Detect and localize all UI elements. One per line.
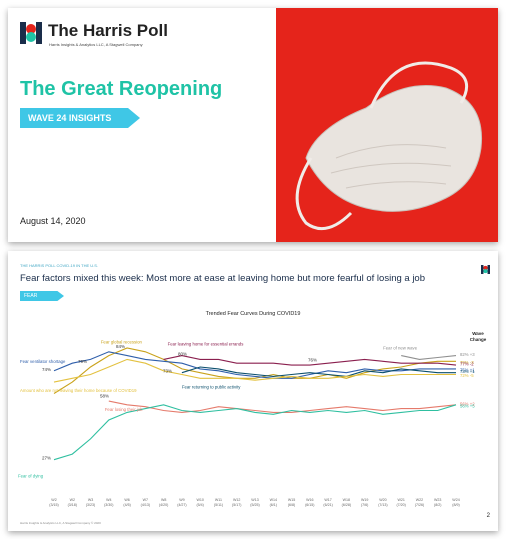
x-tick-label: W10 (5/4) xyxy=(196,498,203,507)
mask-photo xyxy=(276,8,498,242)
value-annotation-7: 76% xyxy=(308,357,317,362)
value-annotation-5: 27% xyxy=(42,456,51,461)
fear-chart-slide: THE HARRIS POLL COVID-19 IN THE U.S. Fea… xyxy=(8,251,498,531)
x-tick-label: W20 (7/13) xyxy=(378,498,387,507)
x-tick-label: W13 (5/25) xyxy=(250,498,259,507)
series-label-4: Fear returning to public activity xyxy=(182,385,241,390)
series-label-0: Fear of new wave xyxy=(383,346,418,351)
x-tick-label: W16 (6/15) xyxy=(305,498,314,507)
slide-title: Fear factors mixed this week: Most more … xyxy=(20,273,425,284)
footer-text: Harris Insights & Analytics LLC, A Stagw… xyxy=(20,521,101,525)
series-labels: Fear of new wave Fear global recession Fea… xyxy=(18,340,418,479)
value-annotation-4: 58% xyxy=(100,393,109,398)
value-annotation-6: 80% xyxy=(178,352,187,357)
x-tick-label: W4 (3/30) xyxy=(104,498,113,507)
series-line-7 xyxy=(53,404,457,461)
series-label-1: Fear global recession xyxy=(101,340,143,345)
slide-kicker: THE HARRIS POLL COVID-19 IN THE U.S. xyxy=(20,263,99,268)
face-mask-image xyxy=(295,61,483,231)
value-annotation-2: 79% xyxy=(78,359,87,364)
wave-badge: WAVE 24 INSIGHTS xyxy=(20,108,140,128)
series-line-4 xyxy=(181,366,456,377)
x-tick-label: W7 (4/13) xyxy=(141,498,150,507)
series-label-6: Fear losing their job xyxy=(105,407,143,412)
x-tick-label: W6 (4/5) xyxy=(123,498,130,507)
x-axis-ticks: W2 (3/15) W2 (3/18) W3 (3/23) W4 (3/30) W6 (4/5) W… xyxy=(49,498,459,507)
fear-badge: FEAR xyxy=(20,291,64,301)
brand-subtitle: Harris Insights & Analytics LLC, A Stagw… xyxy=(49,42,143,47)
x-tick-label: W3 (3/23) xyxy=(86,498,95,507)
value-annotation-1: 84% xyxy=(116,344,125,349)
end-value-3: 75% +1 xyxy=(460,367,475,372)
series-line-0 xyxy=(401,355,457,360)
brand-name: The Harris Poll xyxy=(48,21,168,40)
end-value-0: 82% +3 xyxy=(460,352,475,357)
x-tick-label: W2 (3/18) xyxy=(68,498,77,507)
x-tick-label: W24 (8/9) xyxy=(452,498,459,507)
x-tick-label: W23 (8/2) xyxy=(434,498,441,507)
x-tick-label: W8 (4/20) xyxy=(159,498,168,507)
end-value-4: 73% +1 xyxy=(460,369,475,374)
series-label-5: Amount who are not leaving their home be… xyxy=(20,388,137,393)
x-tick-label: W11 (5/11) xyxy=(214,498,223,507)
slide-title: The Great Reopening xyxy=(20,78,223,100)
end-value-7: 56% +5 xyxy=(460,403,475,408)
end-value-1: 79% -3 xyxy=(460,360,474,365)
x-tick-label: W21 (7/20) xyxy=(396,498,405,507)
x-tick-label: W19 (7/6) xyxy=(361,498,368,507)
end-labels: 82% +3 79% -377% -275% +173% +172% -5 56% … xyxy=(460,352,475,408)
series-line-6 xyxy=(108,400,457,413)
end-value-6: 56% +2 xyxy=(460,401,475,406)
end-value-2: 77% -2 xyxy=(460,362,474,367)
x-tick-label: W15 (6/8) xyxy=(288,498,295,507)
x-tick-label: W2 (3/15) xyxy=(49,498,58,507)
series-label-2: Fear leaving home for essential errands xyxy=(168,341,244,346)
harris-logo-icon xyxy=(20,22,42,44)
page-number: 2 xyxy=(486,513,490,519)
x-tick-label: W22 (7/26) xyxy=(415,498,424,507)
harris-logo-icon xyxy=(481,265,490,274)
end-value-5: 72% -5 xyxy=(460,373,474,378)
x-tick-label: W17 (6/21) xyxy=(323,498,332,507)
x-tick-label: W14 (6/1) xyxy=(270,498,277,507)
x-tick-label: W12 (5/17) xyxy=(232,498,241,507)
report-date: August 14, 2020 xyxy=(20,216,86,226)
wave-change-header: Wave Change xyxy=(470,331,487,342)
series-label-3: Fear ventilator shortage xyxy=(20,359,66,364)
series-line-5 xyxy=(53,358,456,383)
title-slide: The Harris Poll Harris Insights & Analyt… xyxy=(8,8,498,242)
series-lines xyxy=(53,347,457,461)
fear-line-chart: Trended Fear Curves During COVID19 Wave C… xyxy=(18,311,487,507)
series-label-7: Fear of dying xyxy=(18,474,44,479)
series-line-2 xyxy=(163,355,457,366)
x-tick-label: W9 (4/27) xyxy=(177,498,186,507)
chart-title: Trended Fear Curves During COVID19 xyxy=(206,311,301,317)
value-annotation-0: 74% xyxy=(42,367,51,372)
value-annotation-3: 73% xyxy=(163,369,172,374)
series-line-1 xyxy=(53,347,456,394)
series-line-3 xyxy=(53,351,456,379)
x-tick-label: W18 (6/28) xyxy=(342,498,351,507)
